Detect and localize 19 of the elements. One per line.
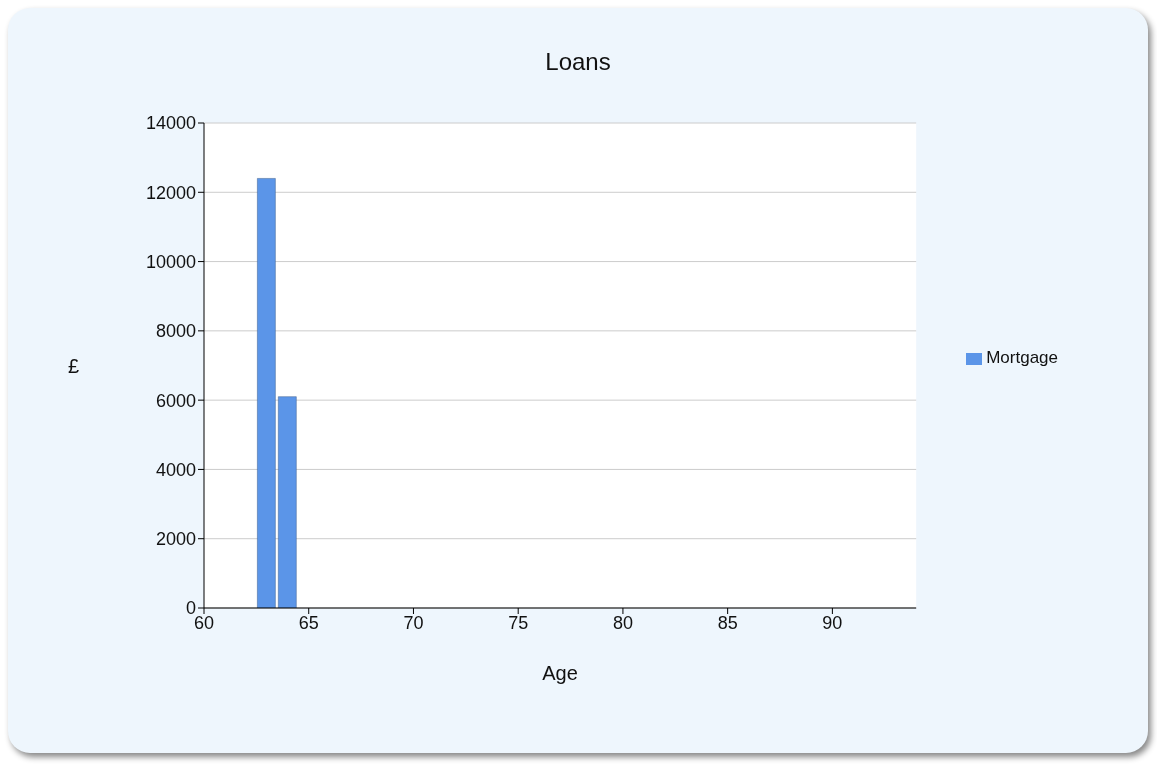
x-tick-label: 75 (508, 612, 529, 633)
x-tick-label: 90 (822, 612, 843, 633)
y-tick-label: 14000 (145, 113, 196, 134)
x-axis-title: Age (542, 662, 578, 684)
y-tick-label: 10000 (145, 251, 196, 272)
chart-title: Loans (544, 48, 612, 76)
x-tick-label: 85 (717, 612, 738, 633)
y-tick-label: 4000 (155, 459, 196, 480)
x-tick-label: 65 (298, 612, 319, 633)
x-tick-label: 80 (612, 612, 633, 633)
x-tick-label: 70 (403, 612, 424, 633)
y-tick-label: 6000 (155, 390, 196, 411)
y-tick-label: 12000 (145, 182, 196, 203)
x-tick-label: 60 (193, 612, 215, 633)
y-tick-label: 0 (185, 598, 196, 619)
y-tick-label: 2000 (155, 529, 196, 550)
y-axis-title: £ (68, 354, 80, 377)
legend-label: Mortgage (986, 348, 1058, 367)
y-tick-label: 8000 (155, 321, 196, 342)
